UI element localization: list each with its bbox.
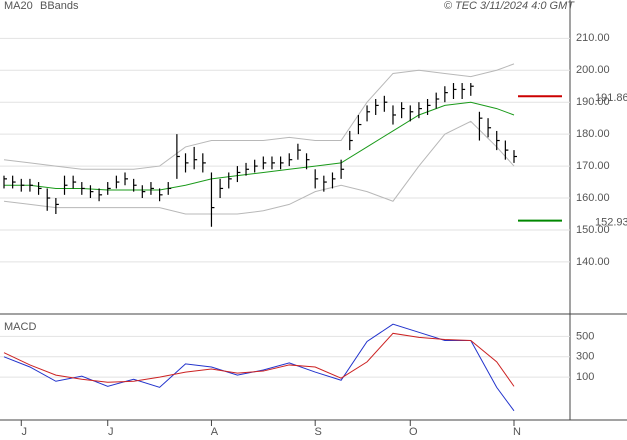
x-tick-label: A xyxy=(211,426,219,438)
macd-title: MACD xyxy=(4,321,36,333)
x-tick-label: O xyxy=(409,426,418,438)
y-tick-label: 160.00 xyxy=(576,192,610,204)
y-tick-label: 170.00 xyxy=(576,160,610,172)
y-tick-label: 140.00 xyxy=(576,256,610,268)
y-tick-label: 200.00 xyxy=(576,64,610,76)
x-tick-label: N xyxy=(513,426,521,438)
level-label: 152.93 xyxy=(595,217,627,229)
caption: © TEC 3/11/2024 4:0 GMT xyxy=(444,0,575,12)
y-tick-label: 150.00 xyxy=(576,224,610,236)
macd-line xyxy=(3,323,515,412)
y-tick-label: 180.00 xyxy=(576,128,610,140)
legend-bbands: BBands xyxy=(40,0,79,12)
x-tick-label: S xyxy=(315,426,322,438)
band-upper xyxy=(3,63,515,170)
x-tick-label: J xyxy=(22,426,28,438)
band-lower xyxy=(3,120,515,215)
x-tick-label: J xyxy=(108,426,114,438)
y-tick-label: 210.00 xyxy=(576,32,610,44)
y-tick-label: 500 xyxy=(576,330,594,342)
y-tick-label: 100 xyxy=(576,371,594,383)
legend-ma20: MA20 xyxy=(4,0,33,12)
y-tick-label: 190.00 xyxy=(576,96,610,108)
level-label: 191.86 xyxy=(595,92,627,104)
macd-line xyxy=(3,332,515,387)
y-tick-label: 300 xyxy=(576,351,594,363)
